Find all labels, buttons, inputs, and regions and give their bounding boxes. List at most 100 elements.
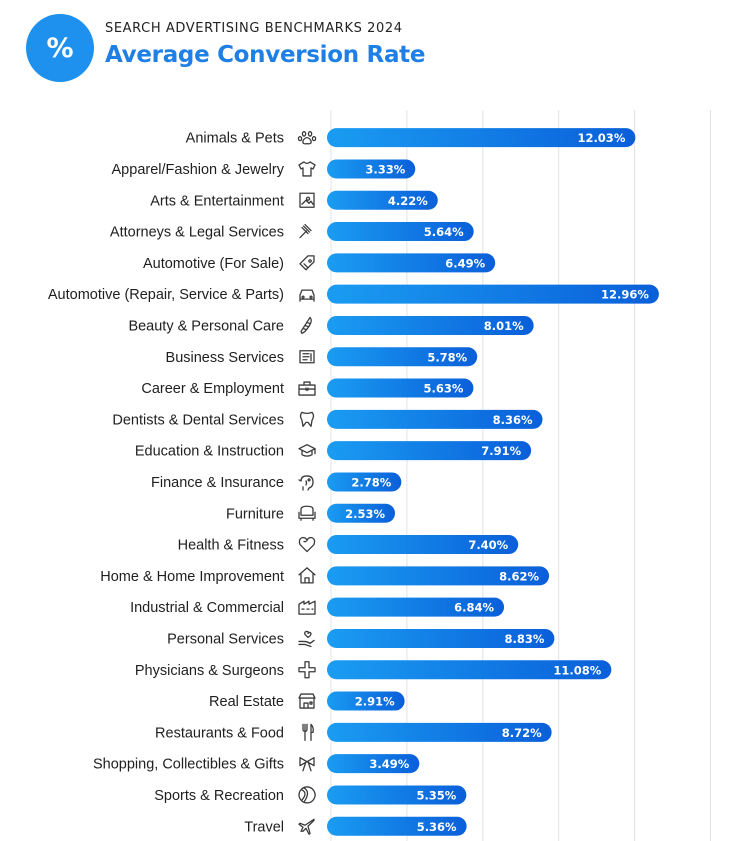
- bar: [327, 347, 478, 367]
- category-label: Industrial & Commercial: [130, 600, 284, 616]
- tshirt-icon: [298, 161, 316, 177]
- hand-heart-icon: [298, 630, 315, 648]
- heart-icon: [298, 536, 316, 553]
- armchair-icon: [298, 505, 316, 521]
- gift-bow-icon: [299, 757, 315, 772]
- chart-title: Average Conversion Rate: [105, 42, 426, 68]
- bar: [327, 190, 438, 210]
- category-label: Education & Instruction: [135, 444, 284, 460]
- category-label: Apparel/Fashion & Jewelry: [112, 162, 285, 178]
- category-label: Finance & Insurance: [151, 475, 284, 491]
- heart-icon-path: [298, 536, 316, 553]
- category-label: Dentists & Dental Services: [112, 412, 284, 428]
- category-label: Arts & Entertainment: [150, 193, 284, 209]
- bar: [327, 660, 612, 680]
- graduation-cap-icon-path: [298, 443, 316, 457]
- picture-icon-path: [299, 192, 315, 208]
- utensils-icon-path: [302, 723, 314, 741]
- bar-chart: Animals & Pets 12.03% Apparel/Fashion & Je…: [48, 110, 711, 841]
- piggy-bank-icon-path: [298, 475, 314, 491]
- category-label: Personal Services: [167, 631, 284, 647]
- percent-badge-symbol: %: [39, 27, 81, 69]
- category-label: Restaurants & Food: [155, 725, 284, 741]
- category-label: Furniture: [226, 506, 284, 522]
- price-tag-icon: [299, 255, 315, 271]
- ball-icon: [298, 786, 316, 804]
- category-label: Travel: [244, 819, 284, 835]
- price-tag-icon-path: [299, 255, 315, 271]
- value-label: 6.84%: [454, 601, 494, 615]
- value-label: 7.40%: [468, 538, 508, 552]
- value-label: 8.36%: [493, 413, 533, 427]
- factory-icon: [298, 600, 316, 615]
- value-label: 12.96%: [601, 288, 649, 302]
- armchair-icon-path: [298, 505, 316, 521]
- value-label: 5.63%: [424, 382, 464, 396]
- ball-icon-path: [298, 786, 316, 804]
- bar: [327, 441, 532, 461]
- value-label: 3.33%: [365, 162, 405, 176]
- value-label: 6.49%: [445, 256, 485, 270]
- house-icon: [298, 567, 316, 584]
- gavel-icon-path: [299, 223, 312, 239]
- gift-bow-icon-path: [299, 757, 315, 772]
- value-label: 8.72%: [502, 726, 542, 740]
- value-label: 8.01%: [484, 319, 524, 333]
- value-label: 2.53%: [345, 507, 385, 521]
- bar: [327, 284, 659, 304]
- category-label: Shopping, Collectibles & Gifts: [93, 757, 284, 773]
- airplane-icon: [298, 818, 315, 835]
- value-label: 4.22%: [388, 194, 428, 208]
- car-icon-path: [299, 289, 315, 302]
- bar: [327, 128, 636, 148]
- value-label: 2.91%: [355, 695, 395, 709]
- bar: [327, 691, 405, 711]
- comb-icon: [300, 316, 312, 335]
- category-label: Attorneys & Legal Services: [110, 225, 284, 241]
- value-label: 12.03%: [577, 131, 625, 145]
- medical-cross-icon-path: [298, 661, 316, 679]
- document-icon-path: [299, 350, 315, 364]
- tooth-icon-path: [299, 411, 315, 428]
- comb-icon-path: [300, 316, 312, 335]
- piggy-bank-icon: [298, 475, 314, 491]
- value-label: 7.91%: [481, 444, 521, 458]
- briefcase-icon: [298, 381, 316, 396]
- category-label: Real Estate: [209, 694, 284, 710]
- car-icon: [299, 289, 315, 302]
- hand-heart-icon-path: [298, 630, 315, 648]
- bar: [327, 222, 474, 242]
- category-label: Automotive (Repair, Service & Parts): [48, 287, 284, 303]
- bar: [327, 378, 474, 398]
- category-label: Business Services: [166, 350, 284, 366]
- value-label: 2.78%: [351, 475, 391, 489]
- tooth-icon: [299, 411, 315, 428]
- category-label: Automotive (For Sale): [143, 256, 284, 272]
- document-icon: [299, 350, 315, 364]
- value-label: 5.36%: [417, 820, 457, 834]
- value-label: 8.83%: [504, 632, 544, 646]
- value-label: 5.78%: [427, 350, 467, 364]
- bar: [327, 628, 555, 648]
- eyebrow-title: SEARCH ADVERTISING BENCHMARKS 2024: [105, 21, 403, 36]
- value-label: 5.64%: [424, 225, 464, 239]
- paw-icon: [297, 130, 317, 145]
- storefront-icon: [298, 693, 316, 709]
- bar: [327, 159, 416, 179]
- bar: [327, 597, 505, 617]
- category-label: Physicians & Surgeons: [135, 663, 284, 679]
- airplane-icon-path: [298, 818, 315, 835]
- medical-cross-icon: [298, 661, 316, 679]
- category-label: Health & Fitness: [178, 538, 284, 554]
- bar: [327, 566, 550, 586]
- tshirt-icon-path: [298, 161, 316, 177]
- value-label: 5.35%: [416, 788, 456, 802]
- factory-icon-path: [298, 600, 316, 615]
- bar: [327, 253, 496, 273]
- gavel-icon: [299, 223, 312, 239]
- category-label: Career & Employment: [141, 381, 284, 397]
- bar: [327, 472, 402, 492]
- category-label: Home & Home Improvement: [100, 569, 284, 585]
- storefront-icon-path: [298, 693, 316, 709]
- category-label: Beauty & Personal Care: [128, 318, 284, 334]
